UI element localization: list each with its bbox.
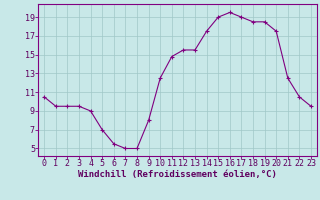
X-axis label: Windchill (Refroidissement éolien,°C): Windchill (Refroidissement éolien,°C) xyxy=(78,170,277,179)
